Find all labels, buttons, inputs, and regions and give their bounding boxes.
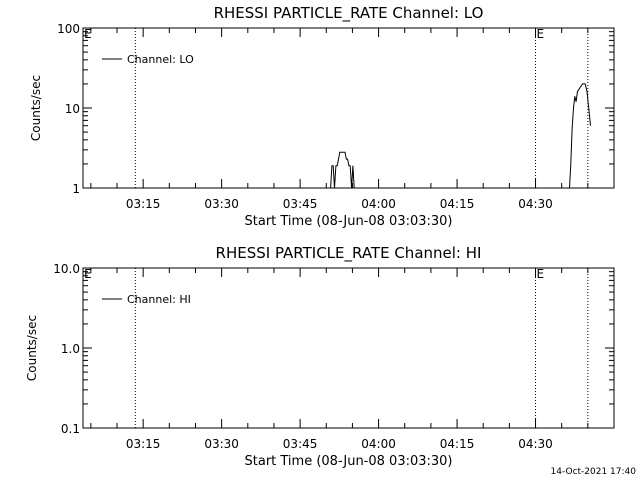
event-marker-label: E	[537, 267, 545, 281]
x-tick-label: 03:30	[204, 437, 239, 451]
legend-entry: Channel: LO	[127, 53, 194, 66]
footer-timestamp: 14-Oct-2021 17:40	[551, 467, 637, 477]
x-tick-label: 03:45	[283, 197, 318, 211]
hi-channel-panel: RHESSI PARTICLE_RATE Channel: HI 0.1 1.0 10…	[25, 244, 615, 469]
x-tick-label: 04:15	[440, 197, 475, 211]
x-tick-label: 04:00	[361, 197, 396, 211]
y-tick-label: 1.0	[61, 342, 80, 356]
x-tick-label: 04:30	[518, 437, 553, 451]
lo-channel-panel: RHESSI PARTICLE_RATE Channel: LO 1 10 100 03…	[29, 4, 615, 229]
x-axis-label: Start Time (08-Jun-08 03:03:30)	[245, 214, 453, 229]
x-tick-label: 03:15	[126, 437, 161, 451]
plot-frame	[82, 267, 615, 429]
y-tick-label: 0.1	[61, 422, 80, 436]
x-tick-label: 03:30	[204, 197, 239, 211]
x-tick-label: 03:15	[126, 197, 161, 211]
y-tick-label: 10	[65, 102, 80, 116]
x-tick-label: 04:15	[440, 437, 475, 451]
x-tick-label: 03:45	[283, 437, 318, 451]
chart-title: RHESSI PARTICLE_RATE Channel: HI	[216, 244, 482, 263]
series-line-channel-lo	[569, 83, 591, 189]
y-axis-label: Counts/sec	[25, 315, 39, 381]
event-marker-label: E	[84, 267, 92, 281]
x-tick-label: 04:30	[518, 197, 553, 211]
y-tick-label: 1	[72, 182, 80, 196]
x-tick-label: 04:00	[361, 437, 396, 451]
legend-entry: Channel: HI	[127, 293, 191, 306]
event-marker-label: E	[537, 27, 545, 41]
x-axis-label: Start Time (08-Jun-08 03:03:30)	[245, 454, 453, 469]
event-marker-label: E	[84, 27, 92, 41]
chart-title: RHESSI PARTICLE_RATE Channel: LO	[214, 4, 484, 23]
y-tick-label: 10.0	[53, 262, 80, 276]
series-line-channel-lo	[330, 151, 355, 189]
y-tick-label: 100	[57, 22, 80, 36]
y-axis-label: Counts/sec	[29, 75, 43, 141]
